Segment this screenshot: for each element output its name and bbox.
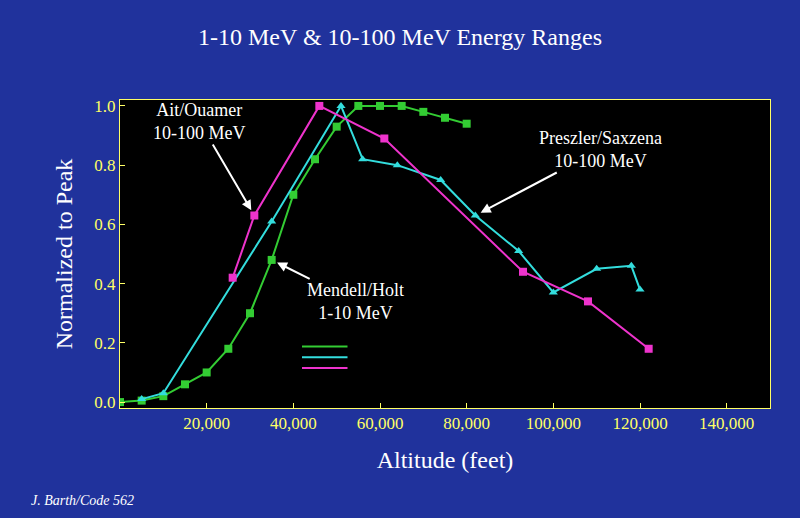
svg-text:Normalized to Peak: Normalized to Peak [51, 159, 77, 350]
svg-text:0.4: 0.4 [94, 275, 116, 294]
svg-text:120,000: 120,000 [612, 414, 667, 433]
svg-text:Altitude (feet): Altitude (feet) [377, 447, 514, 473]
svg-text:0.6: 0.6 [94, 215, 115, 234]
svg-text:0.0: 0.0 [94, 393, 115, 412]
svg-text:1.0: 1.0 [94, 97, 115, 116]
svg-text:40,000: 40,000 [270, 414, 317, 433]
svg-text:Ait/Ouamer10-100 MeV: Ait/Ouamer10-100 MeV [153, 100, 246, 143]
svg-text:100,000: 100,000 [526, 414, 581, 433]
svg-text:Preszler/Saxzena10-100 MeV: Preszler/Saxzena10-100 MeV [539, 128, 662, 171]
svg-text:60,000: 60,000 [357, 414, 404, 433]
svg-text:0.8: 0.8 [94, 156, 115, 175]
svg-text:J. Barth/Code 562: J. Barth/Code 562 [31, 493, 134, 508]
svg-text:140,000: 140,000 [699, 414, 754, 433]
svg-text:Mendell/Holt1-10 MeV: Mendell/Holt1-10 MeV [307, 280, 404, 323]
svg-text:80,000: 80,000 [443, 414, 490, 433]
svg-text:1-10 MeV & 10-100 MeV Energy R: 1-10 MeV & 10-100 MeV Energy Ranges [198, 24, 602, 50]
svg-text:0.2: 0.2 [94, 334, 115, 353]
svg-text:20,000: 20,000 [183, 414, 230, 433]
